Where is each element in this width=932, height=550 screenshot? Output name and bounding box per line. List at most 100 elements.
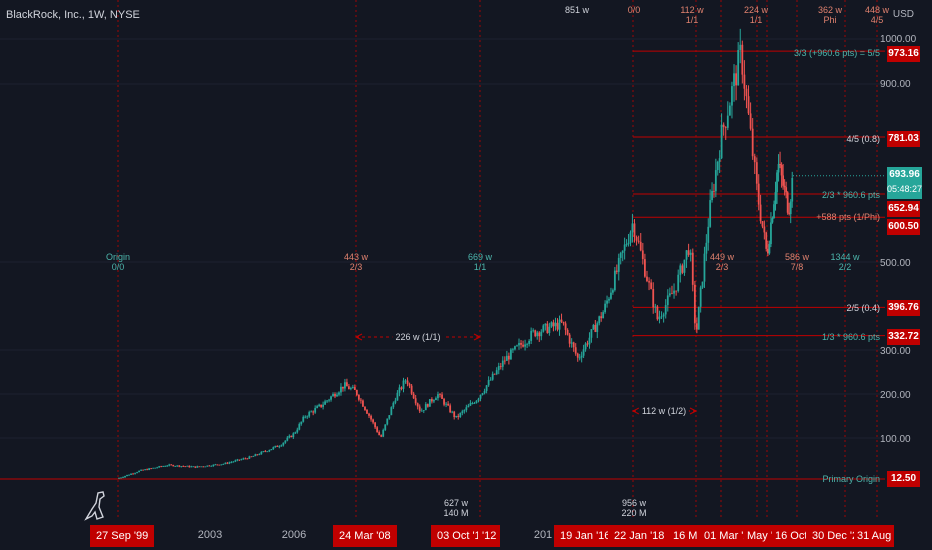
candle-body [388, 415, 391, 419]
volume-label-627w: 627 w 140 M [443, 498, 468, 518]
candle-body [530, 330, 533, 341]
candle-body [396, 392, 399, 401]
candle-body [190, 466, 193, 468]
candle-body [228, 462, 231, 464]
candle-body [677, 274, 680, 292]
candle-body [160, 466, 163, 468]
candle-body [771, 218, 774, 223]
candle-body [340, 386, 342, 393]
candle-body [280, 445, 283, 447]
price-tag-973: 973.16 [887, 46, 920, 62]
candle-body [140, 469, 142, 471]
candle-body [761, 221, 764, 227]
candle-body [625, 244, 628, 246]
last-price-tag: 693.96 05:48:27 [887, 167, 922, 199]
candle-body [172, 465, 175, 467]
candle-body [435, 398, 437, 401]
date-tag-27-sep-99[interactable]: 27 Sep '99 [90, 525, 155, 547]
candle-body [390, 407, 393, 416]
candle-body [332, 394, 334, 397]
candle-body [552, 322, 555, 327]
candle-body [164, 466, 167, 467]
candle-body [194, 466, 197, 468]
date-tag-03-oct-11[interactable]: 03 Oct '11 [431, 525, 492, 547]
candle-body [326, 400, 328, 402]
candle-body [402, 380, 405, 389]
candle-body [713, 190, 715, 192]
candle-body [232, 461, 235, 463]
candle-body [408, 383, 411, 386]
candle-body [144, 469, 147, 471]
candle-body [753, 156, 756, 163]
price-tick-900: 900.00 [880, 79, 911, 90]
candle-body [516, 345, 518, 347]
candle-body [318, 404, 321, 407]
candle-body [633, 223, 636, 237]
price-tag-396: 396.76 [887, 300, 920, 316]
candle-body [368, 413, 370, 416]
candle-body [613, 270, 616, 291]
candle-body [290, 435, 293, 438]
top-cycle-label: 851 w [565, 5, 589, 15]
date-tag-31-aug[interactable]: 31 Aug [854, 525, 895, 547]
candle-body [668, 293, 671, 296]
candle-body [288, 435, 291, 438]
candle-body [246, 458, 249, 460]
price-tag-primary-origin: 12.50 [887, 471, 920, 487]
candle-body [414, 398, 417, 404]
volume-line: 956 w [621, 498, 647, 508]
year-label-partial-2: 201 [533, 529, 553, 541]
date-tag-12[interactable]: '12 [478, 525, 501, 547]
candle-body [646, 276, 648, 282]
candle-body [615, 270, 618, 272]
candle-body [412, 393, 415, 399]
candle-body [621, 250, 624, 253]
date-tag-22-jan-18[interactable]: 22 Jan '18 [608, 525, 671, 547]
date-tag-19-jan-16[interactable]: 19 Jan '16 [554, 525, 617, 547]
candle-body [623, 244, 626, 251]
candle-body [158, 466, 161, 468]
candle-body [152, 467, 155, 469]
candle-body [586, 343, 589, 345]
date-tag-16-oct[interactable]: 16 Oct [772, 525, 811, 547]
candle-body [507, 355, 510, 360]
candle-body [789, 201, 792, 215]
candle-body [739, 44, 742, 51]
candle-body [310, 411, 313, 413]
candle-body [328, 399, 330, 401]
candle-body [447, 403, 450, 406]
candle-body [443, 398, 445, 405]
candle-body [422, 410, 425, 411]
candle-body [308, 412, 311, 417]
candle-body [244, 458, 247, 460]
candle-body [522, 344, 524, 347]
year-label-2006: 2006 [281, 529, 307, 541]
candle-body [610, 292, 612, 299]
candle-body [351, 387, 354, 389]
candle-body [526, 343, 529, 345]
volume-label-956w: 956 w 220 M [621, 498, 646, 518]
candle-body [548, 326, 551, 334]
cycle-label-line: 669 w [467, 252, 493, 262]
candle-body [499, 366, 502, 367]
date-tag-24-mar-08[interactable]: 24 Mar '08 [333, 525, 397, 547]
candle-body [355, 389, 358, 395]
candle-body [272, 447, 275, 450]
candle-body [256, 454, 259, 456]
candle-body [524, 344, 526, 347]
candle-body [654, 306, 657, 308]
candle-body [598, 316, 601, 324]
candle-body [701, 281, 704, 288]
candle-body [298, 424, 301, 430]
candle-body [582, 349, 585, 356]
candle-body [166, 465, 169, 467]
currency-label[interactable]: USD [892, 9, 914, 20]
candle-body [512, 349, 514, 351]
candle-body [410, 385, 413, 394]
candle-body [759, 204, 762, 222]
candle-body [656, 306, 659, 320]
cycle-label-line: 1/1 [473, 262, 487, 272]
candle-body [238, 459, 241, 461]
candle-body [457, 415, 460, 417]
